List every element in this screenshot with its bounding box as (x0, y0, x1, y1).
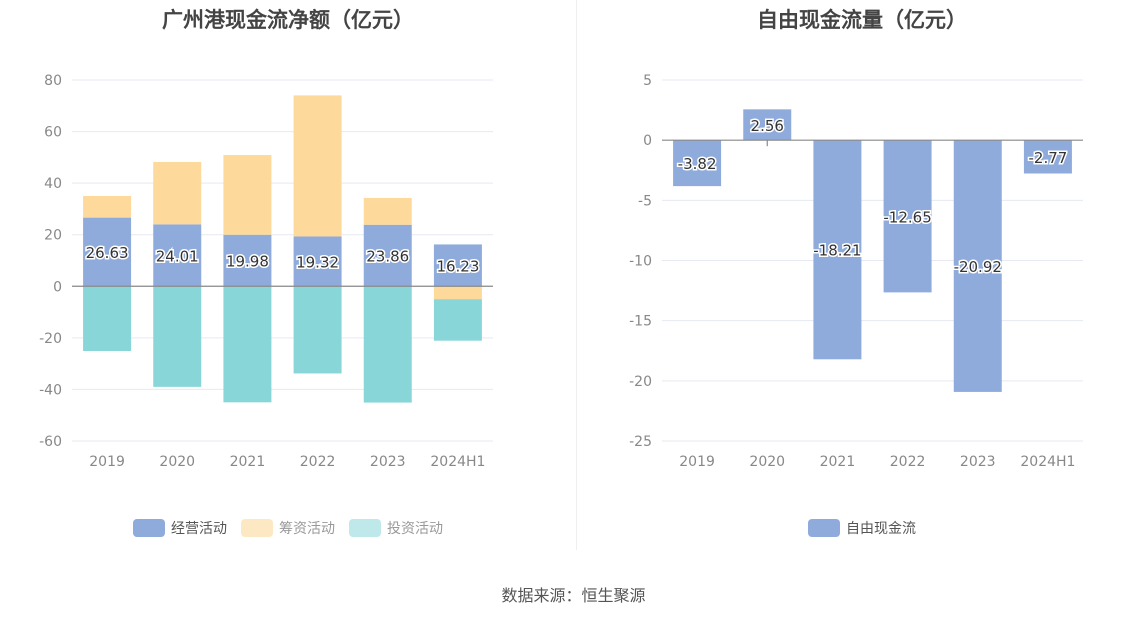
bar-经营活动 (153, 224, 202, 287)
legend-item[interactable]: 投资活动 (349, 518, 443, 538)
bar-投资活动 (83, 286, 132, 352)
bar (883, 140, 932, 293)
y-tick-label: -20 (39, 331, 62, 347)
bar-投资活动 (363, 286, 412, 403)
chart-title: 自由现金流量（亿元） (757, 8, 967, 32)
legend-item[interactable]: 筹资活动 (241, 518, 335, 538)
bar-投资活动 (223, 286, 272, 403)
bar-经营活动 (293, 236, 342, 287)
bar-投资活动 (153, 286, 202, 387)
x-tick-label: 2024H1 (1020, 454, 1075, 470)
left-chart-panel: 广州港现金流净额（亿元） 80 60 40 20 0 -20 -40 -60 2019 2020 2… (0, 0, 576, 550)
data-label: 26.63 (86, 244, 129, 262)
y-tick-label: 40 (44, 176, 62, 192)
bar-筹资活动 (293, 95, 342, 237)
y-tick-label: -25 (629, 434, 652, 450)
y-tick-label: 0 (643, 133, 652, 149)
y-tick-label: 0 (53, 279, 62, 295)
bar-经营活动 (433, 244, 482, 287)
bar-经营活动 (83, 217, 132, 287)
x-tick-label: 2023 (370, 454, 406, 470)
data-label: 23.86 (366, 248, 409, 266)
bar-筹资活动 (363, 197, 412, 225)
y-tick-label: 5 (643, 73, 652, 89)
data-label: 19.32 (296, 253, 339, 271)
panel-divider (576, 0, 577, 550)
cash-flow-chart: 80 60 40 20 0 -20 -40 -60 2019 2020 2021 2022 2023 20… (39, 73, 493, 470)
data-label: 2.56 (751, 117, 784, 135)
bar (813, 140, 862, 360)
legend-swatch (241, 519, 273, 537)
x-tick-label: 2023 (960, 454, 996, 470)
data-label: -2.77 (1029, 149, 1068, 167)
legend-label: 筹资活动 (279, 521, 335, 537)
x-tick-label: 2020 (749, 454, 785, 470)
y-tick-label: 20 (44, 228, 62, 244)
chart-title: 广州港现金流净额（亿元） (162, 8, 414, 32)
y-tick-label: -5 (638, 193, 652, 209)
y-tick-label: -60 (39, 434, 62, 450)
legend-label: 经营活动 (171, 521, 227, 537)
data-label: -3.82 (678, 155, 717, 173)
legend-swatch (349, 519, 381, 537)
x-tick-label: 2024H1 (430, 454, 485, 470)
bar (953, 140, 1002, 392)
bar (743, 109, 792, 141)
chart-legend: 自由现金流 (577, 518, 1147, 538)
bar-经营活动 (363, 224, 412, 287)
x-tick-label: 2021 (820, 454, 856, 470)
bar (1023, 140, 1072, 174)
legend-swatch (133, 519, 165, 537)
bar-投资活动 (293, 286, 342, 374)
legend-label: 投资活动 (387, 521, 443, 537)
x-tick-label: 2020 (159, 454, 195, 470)
x-tick-label: 2022 (300, 454, 336, 470)
y-tick-label: 80 (44, 73, 62, 89)
data-label: 16.23 (436, 257, 479, 275)
legend-swatch (808, 519, 840, 537)
bar (673, 140, 722, 187)
data-source: 数据来源：恒生聚源 (501, 586, 646, 605)
x-tick-label: 2022 (890, 454, 926, 470)
x-tick-label: 2021 (230, 454, 266, 470)
data-label: -20.92 (954, 258, 1002, 276)
y-tick-label: -15 (629, 314, 652, 330)
data-label: 24.01 (156, 247, 199, 265)
y-tick-label: 60 (44, 125, 62, 141)
y-tick-label: -10 (629, 254, 652, 270)
bar-筹资活动 (433, 286, 482, 300)
data-label: -12.65 (883, 208, 931, 226)
legend-item[interactable]: 经营活动 (133, 518, 227, 538)
right-chart-panel: 自由现金流量（亿元） 5 0 -5 -10 -15 -20 -25 2019 2020 2021 2… (577, 0, 1147, 550)
bar-筹资活动 (223, 155, 272, 235)
x-tick-label: 2019 (89, 454, 125, 470)
data-label: -18.21 (813, 242, 861, 260)
bar-经营活动 (223, 234, 272, 287)
y-tick-label: -40 (39, 382, 62, 398)
free-cash-flow-chart: 5 0 -5 -10 -15 -20 -25 2019 2020 2021 2022 2023 2024… (629, 73, 1083, 470)
legend-label: 自由现金流 (846, 521, 916, 537)
legend-item[interactable]: 自由现金流 (808, 518, 916, 538)
x-tick-label: 2019 (679, 454, 715, 470)
bar-投资活动 (433, 299, 482, 341)
bar-筹资活动 (83, 195, 132, 218)
y-tick-label: -20 (629, 374, 652, 390)
bar-筹资活动 (153, 161, 202, 225)
data-label: 19.98 (226, 253, 269, 271)
chart-legend: 经营活动 筹资活动 投资活动 (0, 518, 576, 538)
